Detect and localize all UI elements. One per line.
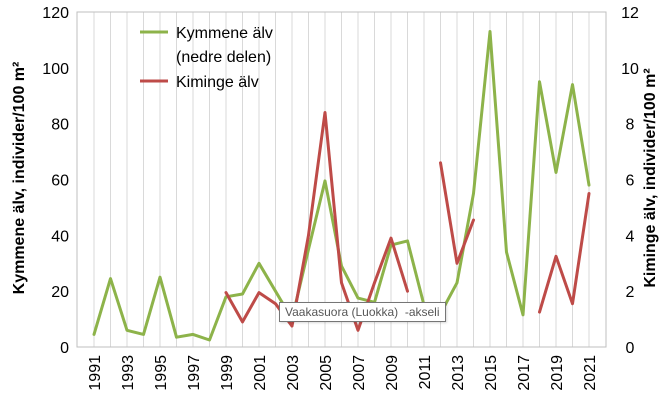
left-tick-label: 120	[42, 5, 69, 22]
x-tick-label: 2017	[516, 355, 533, 391]
left-tick-label: 80	[51, 117, 69, 134]
x-tick-label: 2021	[582, 355, 599, 391]
plot-frame	[76, 11, 607, 348]
right-tick-label: 12	[621, 5, 639, 22]
right-tick-label: 0	[626, 340, 635, 357]
kiminge-series-line	[439, 161, 475, 265]
right-axis-title: Kiminge älv, individer/100 m²	[642, 68, 659, 287]
left-tick-label: 40	[51, 228, 69, 245]
left-tick-label: 60	[51, 173, 69, 190]
gridlines	[93, 12, 590, 347]
x-tick-label: 2009	[384, 355, 401, 391]
x-tick-label: 2003	[285, 355, 302, 391]
left-axis-title: Kymmene älv, individer/100 m²	[11, 62, 28, 295]
x-tick-label: 2013	[450, 355, 467, 391]
series-layer	[92, 30, 591, 342]
plot-border	[76, 11, 607, 348]
x-tick-label: 2005	[318, 355, 335, 391]
right-tick-label: 10	[621, 61, 639, 78]
right-axis-ticks: 0 2 4 6 8 10 12	[621, 5, 639, 357]
x-tick-label: 2011	[417, 355, 434, 390]
right-tick-label: 2	[626, 284, 635, 301]
kymmene-series-line	[92, 30, 591, 342]
x-tick-label: 1999	[219, 355, 236, 391]
x-tick-label: 2001	[252, 355, 269, 391]
x-tick-label: 2015	[483, 355, 500, 391]
legend-label-kiminge: Kiminge älv	[176, 74, 259, 91]
x-tick-label: 2007	[351, 355, 368, 391]
axis-tooltip: Vaakasuora (Luokka) -akseli	[279, 302, 446, 322]
x-tick-label: 2019	[549, 355, 566, 391]
x-tick-label: 1991	[87, 355, 104, 391]
x-axis-ticks: 1991 1993 1995 1997 1999 2001 2003 2005 2007 2009…	[87, 355, 599, 391]
x-tick-label: 1993	[120, 355, 137, 391]
kiminge-series-line	[538, 192, 591, 314]
right-tick-label: 6	[626, 173, 635, 190]
right-tick-label: 4	[626, 228, 635, 245]
kiminge-series-line	[224, 111, 409, 332]
legend-label-kymmene: Kymmene älv	[176, 25, 273, 42]
left-tick-label: 20	[51, 284, 69, 301]
legend-label-kymmene-sub: (nedre delen)	[176, 49, 271, 66]
x-tick-label: 1995	[153, 355, 170, 391]
left-axis-ticks: 0 20 40 60 80 100 120	[42, 5, 69, 357]
x-tick-label: 1997	[186, 355, 203, 391]
left-tick-label: 0	[60, 340, 69, 357]
legend: Kymmene älv (nedre delen) Kiminge älv	[140, 25, 273, 91]
right-tick-label: 8	[626, 117, 635, 134]
left-tick-label: 100	[42, 61, 69, 78]
